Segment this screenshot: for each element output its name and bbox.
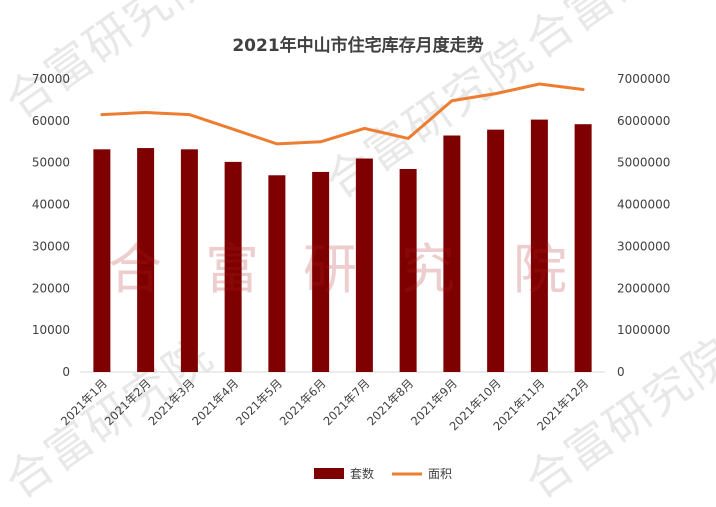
bar-units bbox=[93, 149, 111, 372]
bar-units bbox=[530, 119, 548, 372]
watermark-center-char: 研 bbox=[303, 238, 357, 301]
x-axis-tick-label: 2021年7月 bbox=[320, 376, 372, 428]
right-y-axis: 0 1000000 2000000 3000000 4000000 5000000 6000… bbox=[617, 72, 670, 379]
left-axis-tick-label: 0 bbox=[62, 365, 70, 379]
bar-units bbox=[180, 149, 198, 372]
right-axis-tick-label: 6000000 bbox=[617, 114, 670, 128]
left-axis-tick-label: 70000 bbox=[32, 72, 70, 86]
line-area bbox=[100, 82, 585, 146]
watermark-center-char: 合 bbox=[108, 238, 162, 301]
watermark-center-layer: 合富研究院 bbox=[108, 238, 567, 301]
bar-units bbox=[443, 135, 461, 372]
right-axis-tick-label: 1000000 bbox=[617, 323, 670, 337]
bar-units bbox=[399, 168, 417, 372]
bar-units bbox=[355, 158, 373, 372]
bar-series-units bbox=[93, 119, 592, 372]
x-axis-tick-label: 2021年8月 bbox=[364, 376, 416, 428]
watermark-center-char: 富 bbox=[205, 238, 259, 301]
bar-units bbox=[312, 171, 330, 372]
right-axis-tick-label: 4000000 bbox=[617, 198, 670, 212]
right-axis-tick-label: 7000000 bbox=[617, 72, 670, 86]
watermark-center-char: 究 bbox=[401, 238, 455, 301]
line-series-area bbox=[100, 82, 585, 146]
legend-label-area: 面积 bbox=[428, 467, 452, 481]
right-axis-tick-label: 3000000 bbox=[617, 239, 670, 253]
left-y-axis: 0 10000 20000 30000 40000 50000 60000 70000 bbox=[32, 72, 70, 379]
x-axis-tick-label: 2021年5月 bbox=[233, 376, 285, 428]
right-axis-tick-label: 2000000 bbox=[617, 281, 670, 295]
legend-label-units: 套数 bbox=[350, 466, 374, 481]
left-axis-tick-label: 20000 bbox=[32, 281, 70, 295]
left-axis-tick-label: 50000 bbox=[32, 156, 70, 170]
right-axis-tick-label: 5000000 bbox=[617, 156, 670, 170]
legend: 套数 面积 bbox=[314, 466, 452, 481]
bar-units bbox=[137, 148, 155, 372]
left-axis-tick-label: 60000 bbox=[32, 114, 70, 128]
right-axis-tick-label: 0 bbox=[617, 365, 625, 379]
left-axis-tick-label: 30000 bbox=[32, 239, 70, 253]
watermark-center-char: 院 bbox=[513, 238, 567, 301]
left-axis-tick-label: 10000 bbox=[32, 323, 70, 337]
bar-units bbox=[268, 175, 286, 372]
left-axis-tick-label: 40000 bbox=[32, 198, 70, 212]
x-axis-tick-label: 2021年6月 bbox=[277, 376, 329, 428]
bar-units bbox=[487, 129, 505, 372]
chart-title: 2021年中山市住宅库存月度走势 bbox=[232, 35, 483, 56]
legend-swatch-units bbox=[314, 468, 344, 479]
bar-units bbox=[224, 161, 242, 372]
bar-units bbox=[574, 124, 592, 372]
